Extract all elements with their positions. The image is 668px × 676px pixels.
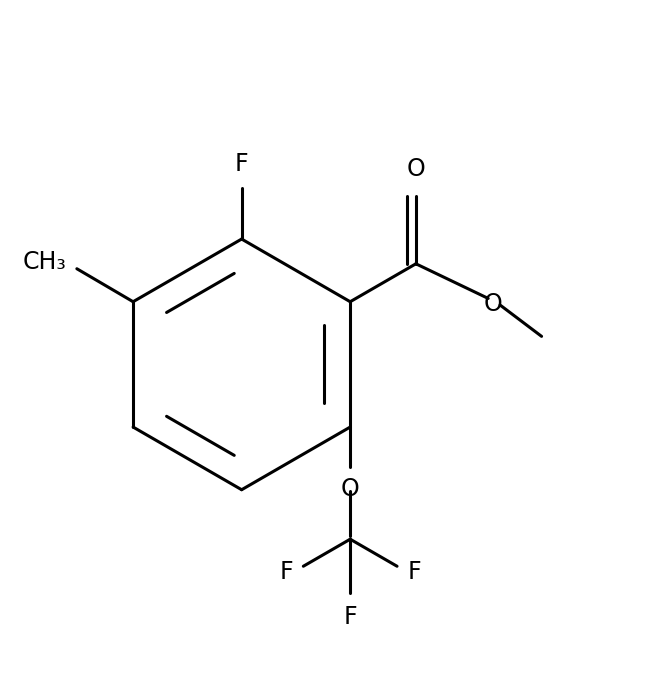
Text: F: F bbox=[235, 152, 248, 176]
Text: O: O bbox=[407, 158, 426, 181]
Text: O: O bbox=[484, 292, 503, 316]
Text: F: F bbox=[343, 605, 357, 629]
Text: O: O bbox=[341, 477, 359, 500]
Text: CH₃: CH₃ bbox=[23, 250, 67, 274]
Text: F: F bbox=[279, 560, 293, 584]
Text: F: F bbox=[407, 560, 421, 584]
